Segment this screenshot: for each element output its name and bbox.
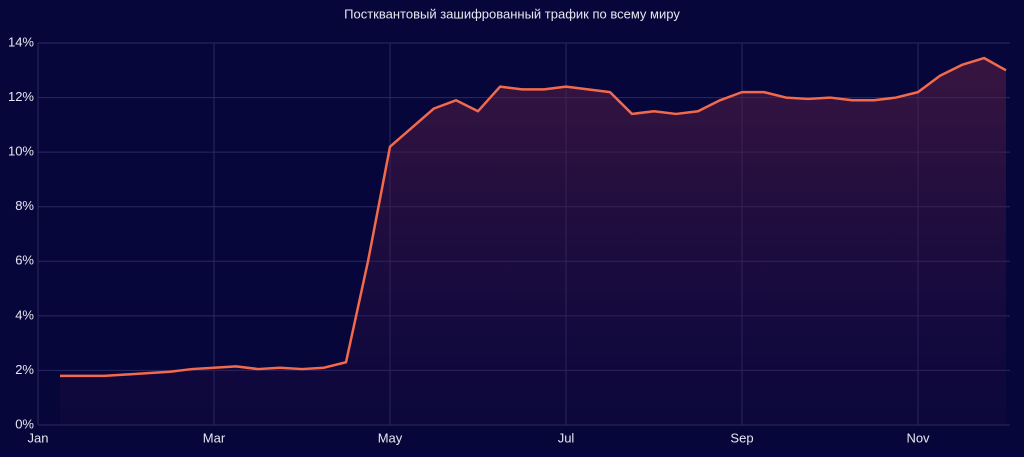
- x-tick-label: Mar: [203, 430, 226, 445]
- y-tick-label: 12%: [8, 89, 34, 104]
- chart-title: Постквантовый зашифрованный трафик по вс…: [344, 6, 680, 21]
- x-tick-label: Jan: [28, 430, 49, 445]
- x-tick-label: Jul: [558, 430, 575, 445]
- y-tick-label: 0%: [15, 416, 34, 431]
- y-tick-label: 14%: [8, 34, 34, 49]
- y-tick-label: 4%: [15, 307, 34, 322]
- x-tick-label: Sep: [730, 430, 753, 445]
- line: [60, 56, 1007, 378]
- y-tick-label: 10%: [8, 144, 34, 159]
- x-tick-label: May: [378, 430, 403, 445]
- area: [60, 58, 1006, 425]
- y-tick-label: 6%: [15, 253, 34, 268]
- x-tick-label: Nov: [906, 430, 930, 445]
- y-tick-label: 2%: [15, 362, 34, 377]
- y-tick-label: 8%: [15, 198, 34, 213]
